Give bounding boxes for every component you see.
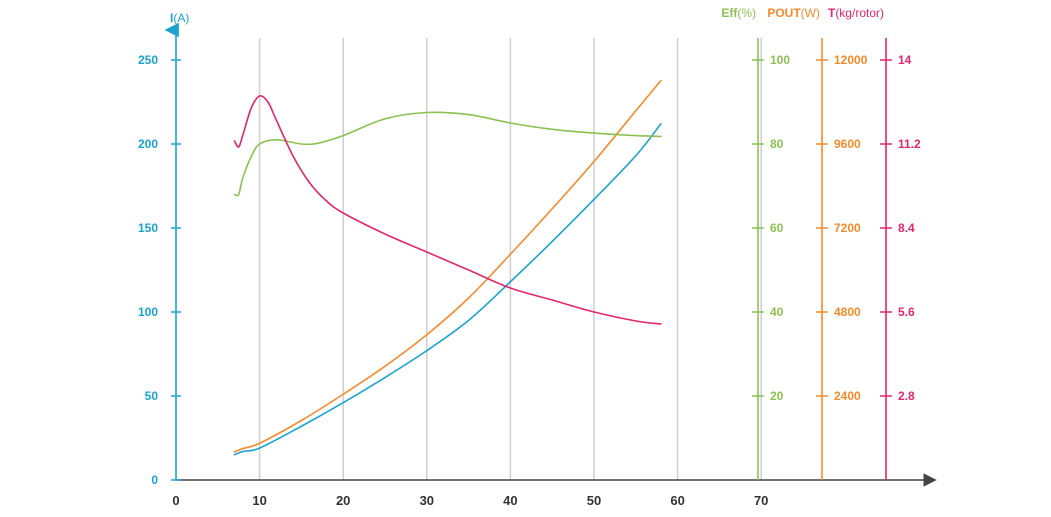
y-tick-label-current-0: 0 [151,473,158,487]
y-axis-title-efficiency: Eff(%) [721,6,756,20]
y-axis-title-name-efficiency: Eff [721,6,738,20]
x-tick-label-0: 0 [172,493,179,508]
y-tick-label-efficiency-80: 80 [770,137,784,151]
x-tick-label-50: 50 [587,493,601,508]
axes: 0 10 20 30 40 50 60 70 0 50 100 150 200 250 I(A) 20 40 60… [138,6,937,508]
y-tick-label-current-150: 150 [138,221,158,235]
y-tick-label-efficiency-100: 100 [770,53,790,67]
y-tick-label-power-12000: 12000 [834,53,868,67]
series-lines [233,79,662,456]
y-axis-title-unit-current: (A) [173,11,189,25]
y-tick-label-thrust-14: 14 [898,53,912,67]
y-axis-title-thrust: T(kg/rotor) [828,6,884,20]
y-tick-label-thrust-2.8: 2.8 [898,389,915,403]
y-axis-title-current: I(A) [170,11,189,25]
y-tick-label-thrust-5.6: 5.6 [898,305,915,319]
y-tick-label-power-7200: 7200 [834,221,861,235]
y-axis-title-unit-thrust: (kg/rotor) [835,6,884,20]
y-tick-label-efficiency-60: 60 [770,221,784,235]
y-tick-label-efficiency-40: 40 [770,305,784,319]
y-axis-title-unit-efficiency: (%) [737,6,756,20]
x-tick-label-70: 70 [754,493,768,508]
y-tick-label-power-4800: 4800 [834,305,861,319]
y-tick-label-power-9600: 9600 [834,137,861,151]
x-tick-label-30: 30 [420,493,434,508]
y-axis-title-power: POUT(W) [767,6,820,20]
y-axis-title-name-current: I [170,11,173,25]
gridlines [258,38,762,480]
y-axis-title-name-thrust: T [828,6,836,20]
x-tick-label-60: 60 [670,493,684,508]
y-tick-label-current-200: 200 [138,137,158,151]
series-line-efficiency [233,111,662,197]
y-tick-label-power-2400: 2400 [834,389,861,403]
x-tick-label-20: 20 [336,493,350,508]
y-tick-label-current-250: 250 [138,53,158,67]
y-tick-label-thrust-8.4: 8.4 [898,221,915,235]
y-axis-title-unit-power: (W) [801,6,820,20]
y-tick-label-current-100: 100 [138,305,158,319]
series-line-thrust [233,95,662,325]
x-tick-label-10: 10 [252,493,266,508]
x-tick-label-40: 40 [503,493,517,508]
series-line-current [233,123,662,456]
y-tick-label-thrust-11.2: 11.2 [898,137,921,151]
series-line-power [233,79,662,453]
y-axis-title-name-power: POUT [767,6,801,20]
y-tick-label-efficiency-20: 20 [770,389,784,403]
y-tick-label-current-50: 50 [145,389,159,403]
